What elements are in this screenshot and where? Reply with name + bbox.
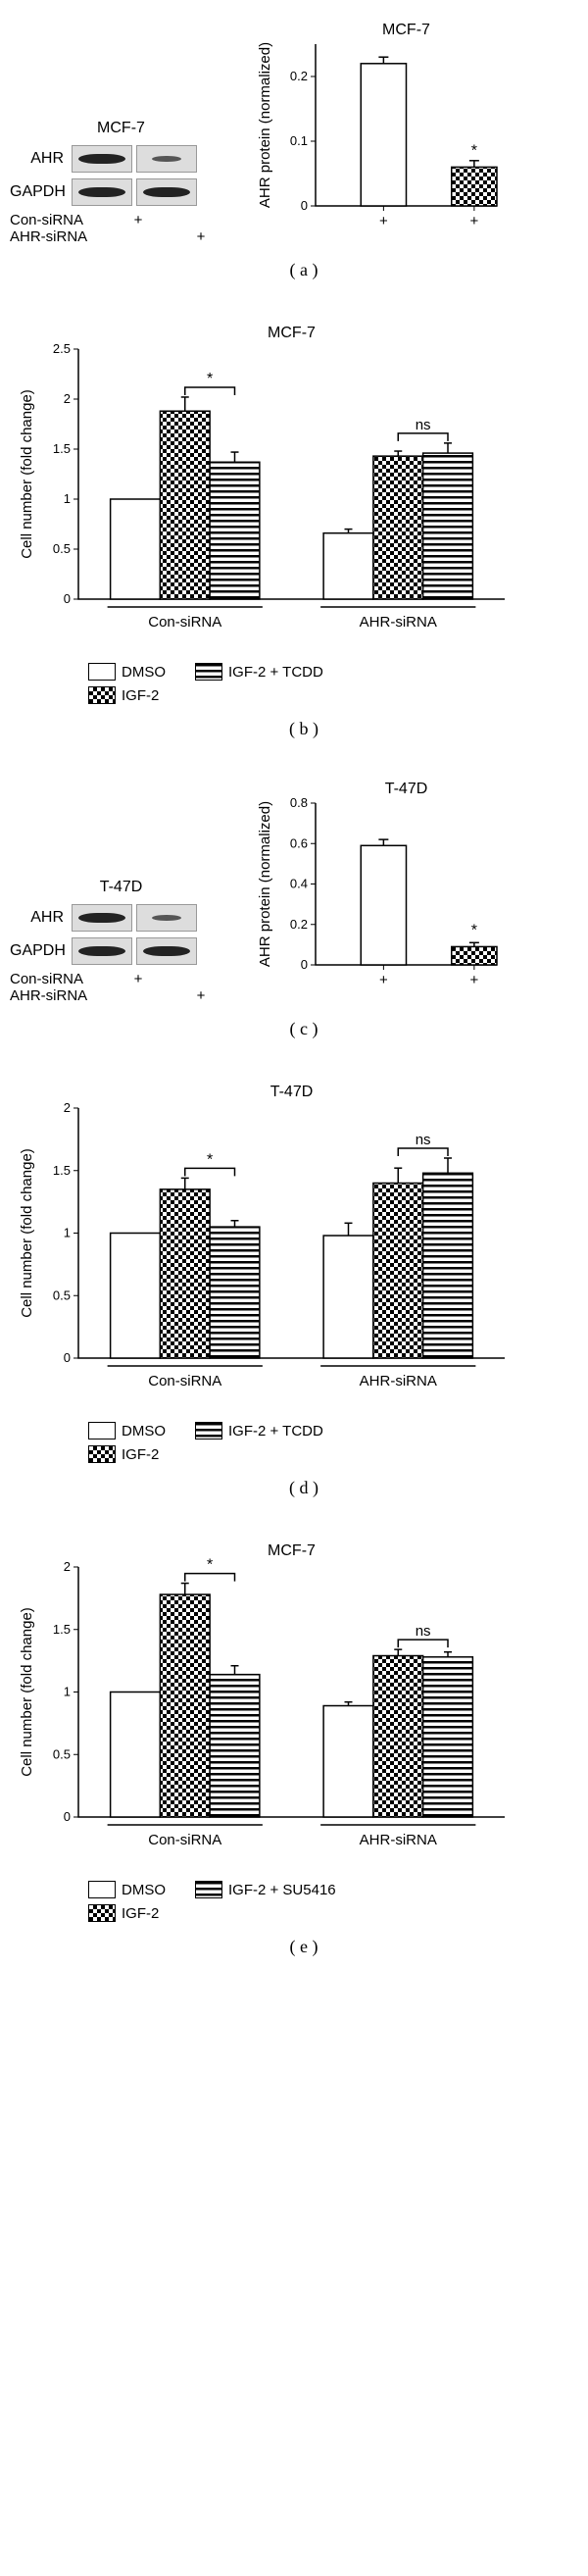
svg-text:AHR-siRNA: AHR-siRNA xyxy=(360,1832,437,1848)
svg-text:1.5: 1.5 xyxy=(53,1163,71,1178)
svg-text:Con-siRNA: Con-siRNA xyxy=(148,1373,221,1389)
svg-text:MCF-7: MCF-7 xyxy=(268,325,316,341)
svg-text:0.2: 0.2 xyxy=(290,917,308,932)
svg-text:+: + xyxy=(469,213,478,229)
svg-text:Con-siRNA: Con-siRNA xyxy=(148,614,221,631)
svg-text:0.1: 0.1 xyxy=(290,133,308,148)
svg-text:*: * xyxy=(207,1151,213,1168)
svg-text:0.5: 0.5 xyxy=(53,1746,71,1761)
svg-text:0.4: 0.4 xyxy=(290,877,308,891)
svg-text:1.5: 1.5 xyxy=(53,1622,71,1637)
svg-text:+: + xyxy=(469,972,478,988)
panel-a: MCF-7AHR GAPDH Con-siRNA +AHR-siRNA + MC… xyxy=(10,20,588,280)
svg-text:ns: ns xyxy=(416,1623,431,1640)
svg-text:1: 1 xyxy=(64,491,71,506)
svg-text:AHR protein (normalized): AHR protein (normalized) xyxy=(257,801,273,967)
svg-text:MCF-7: MCF-7 xyxy=(382,22,430,38)
svg-text:AHR-siRNA: AHR-siRNA xyxy=(360,614,437,631)
svg-text:2.5: 2.5 xyxy=(53,341,71,356)
svg-text:*: * xyxy=(207,1557,213,1574)
svg-text:MCF-7: MCF-7 xyxy=(268,1542,316,1559)
svg-text:1: 1 xyxy=(64,1685,71,1699)
svg-text:0: 0 xyxy=(301,957,308,972)
svg-text:AHR protein (normalized): AHR protein (normalized) xyxy=(257,42,273,208)
svg-text:1.5: 1.5 xyxy=(53,441,71,456)
svg-text:*: * xyxy=(471,142,477,159)
svg-text:Cell number (fold change): Cell number (fold change) xyxy=(19,1148,35,1318)
svg-text:2: 2 xyxy=(64,1100,71,1115)
svg-text:*: * xyxy=(471,922,477,938)
svg-text:0: 0 xyxy=(64,1350,71,1365)
svg-text:Con-siRNA: Con-siRNA xyxy=(148,1832,221,1848)
svg-text:+: + xyxy=(379,213,388,229)
svg-text:Cell number (fold change): Cell number (fold change) xyxy=(19,389,35,559)
svg-text:T-47D: T-47D xyxy=(270,1084,314,1100)
svg-text:1: 1 xyxy=(64,1226,71,1240)
panel-e: MCF-7 0 0.5 1 1.5 2 Cell number (fold change) C… xyxy=(10,1538,588,1957)
panel-c: T-47DAHR GAPDH Con-siRNA +AHR-siRNA + T-… xyxy=(10,779,588,1039)
svg-text:0: 0 xyxy=(64,1809,71,1824)
svg-text:0.2: 0.2 xyxy=(290,69,308,83)
svg-text:Cell number (fold change): Cell number (fold change) xyxy=(19,1607,35,1777)
svg-text:ns: ns xyxy=(416,417,431,433)
svg-text:2: 2 xyxy=(64,1559,71,1574)
svg-text:0.5: 0.5 xyxy=(53,1288,71,1302)
svg-text:0.6: 0.6 xyxy=(290,835,308,850)
svg-text:0.8: 0.8 xyxy=(290,795,308,810)
svg-text:T-47D: T-47D xyxy=(385,781,428,797)
svg-text:ns: ns xyxy=(416,1132,431,1148)
svg-text:0.5: 0.5 xyxy=(53,541,71,556)
svg-text:2: 2 xyxy=(64,391,71,406)
panel-d: T-47D 0 0.5 1 1.5 2 Cell number (fold change) C… xyxy=(10,1079,588,1498)
svg-text:AHR-siRNA: AHR-siRNA xyxy=(360,1373,437,1389)
svg-text:+: + xyxy=(379,972,388,988)
svg-text:*: * xyxy=(207,371,213,387)
panel-b: MCF-7 0 0.5 1 1.5 2 2.5 Cell number (fold chang… xyxy=(10,320,588,739)
svg-text:0: 0 xyxy=(301,198,308,213)
svg-text:0: 0 xyxy=(64,591,71,606)
